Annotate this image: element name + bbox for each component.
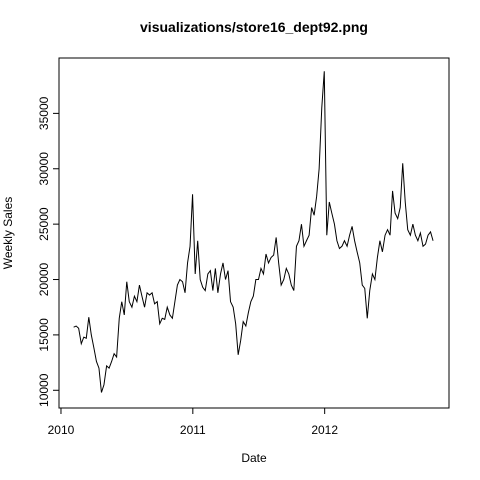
y-axis-label: Weekly Sales bbox=[1, 197, 15, 269]
x-axis-label: Date bbox=[241, 451, 267, 465]
y-tick-label: 15000 bbox=[37, 318, 51, 352]
plot-box bbox=[58, 57, 450, 409]
sales-line bbox=[73, 71, 434, 393]
chart-title: visualizations/store16_dept92.png bbox=[140, 19, 368, 35]
y-tick-label: 20000 bbox=[37, 263, 51, 297]
y-tick-label: 30000 bbox=[37, 152, 51, 186]
x-tick-label: 2012 bbox=[311, 423, 338, 437]
y-tick-label: 25000 bbox=[37, 207, 51, 241]
y-tick-label: 10000 bbox=[37, 373, 51, 407]
x-tick-label: 2011 bbox=[180, 423, 206, 437]
y-tick-label: 35000 bbox=[37, 96, 51, 130]
x-tick-label: 2010 bbox=[48, 423, 75, 437]
